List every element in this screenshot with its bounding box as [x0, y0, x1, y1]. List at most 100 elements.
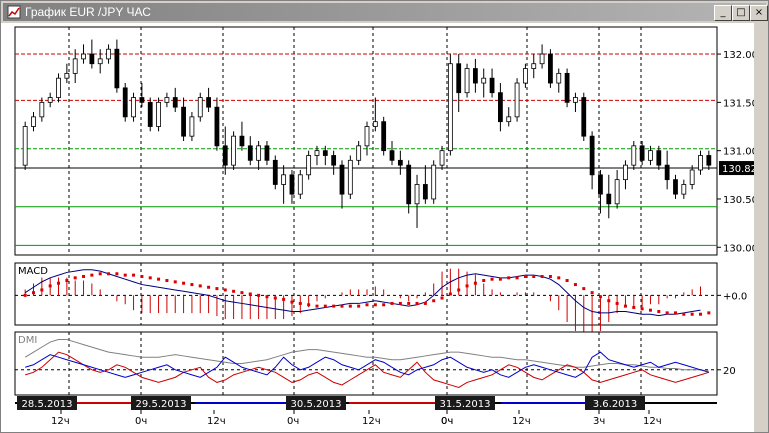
candle-body[interactable] [606, 193, 612, 205]
candle-body[interactable] [489, 77, 495, 94]
macd-signal-dot [57, 281, 61, 285]
candle-body[interactable] [406, 164, 412, 205]
candle-body[interactable] [689, 169, 695, 185]
dmi-panel[interactable]: 20 DMI [14, 331, 736, 396]
candle-body[interactable] [39, 101, 45, 118]
candle-body[interactable] [414, 184, 420, 205]
candle-body[interactable] [598, 174, 603, 195]
candle-body[interactable] [264, 145, 270, 161]
candle-body[interactable] [189, 116, 195, 137]
candle-body[interactable] [614, 179, 620, 205]
candle-body[interactable] [523, 68, 528, 84]
candle-body[interactable] [623, 164, 628, 181]
macd-signal-dot [48, 284, 52, 288]
candle-body[interactable] [347, 159, 353, 195]
candle-body[interactable] [81, 53, 86, 60]
candle-body[interactable] [22, 126, 28, 166]
candle-body[interactable] [556, 72, 562, 84]
macd-signal-dot [640, 307, 644, 311]
candle-body[interactable] [539, 53, 545, 65]
candle-body[interactable] [114, 48, 120, 89]
candle-body[interactable] [89, 53, 95, 65]
candle-body[interactable] [656, 150, 662, 166]
candle-body[interactable] [673, 179, 678, 195]
candle-body[interactable] [239, 135, 245, 147]
candle-body[interactable] [573, 97, 578, 103]
candle-body[interactable] [47, 97, 53, 103]
candle-body[interactable] [64, 72, 70, 79]
candle-body[interactable] [172, 97, 178, 108]
price-panel[interactable]: 132.00 131.50 131.00 130.50 130.00 130.82 [14, 26, 758, 256]
candle-body[interactable] [372, 121, 378, 127]
candle-body[interactable] [256, 145, 262, 161]
candle-body[interactable] [197, 97, 203, 118]
candle-body[interactable] [289, 174, 295, 195]
candle-body[interactable] [106, 48, 111, 60]
candle-body[interactable] [681, 184, 687, 195]
candle-body[interactable] [314, 150, 320, 156]
candle-body[interactable] [456, 63, 462, 94]
hour-label: 12ч [362, 416, 381, 427]
minimize-button[interactable]: _ [714, 5, 732, 21]
macd-panel[interactable]: +0.0 MACD [14, 262, 747, 337]
candle-body[interactable] [356, 145, 362, 161]
hour-label: 0ч [135, 416, 147, 427]
candle-body[interactable] [581, 97, 587, 137]
candle-body[interactable] [97, 58, 103, 65]
hour-label: 0ч [441, 416, 453, 427]
title-bar[interactable]: График EUR /JPY ЧАС _ □ × [3, 3, 768, 21]
candle-body[interactable] [156, 101, 161, 127]
maximize-button[interactable]: □ [732, 5, 750, 21]
vertical-scrollbar[interactable] [754, 23, 768, 432]
candle-body[interactable] [122, 87, 128, 118]
candle-body[interactable] [648, 150, 653, 161]
candle-body[interactable] [381, 121, 387, 152]
candle-body[interactable] [214, 106, 220, 147]
candle-body[interactable] [231, 135, 237, 166]
candle-body[interactable] [506, 116, 512, 123]
candle-body[interactable] [147, 101, 153, 127]
candle-body[interactable] [664, 164, 670, 181]
candle-body[interactable] [306, 155, 312, 176]
candle-body[interactable] [706, 155, 712, 166]
candle-body[interactable] [431, 164, 437, 200]
candle-body[interactable] [206, 97, 211, 108]
candle-body[interactable] [589, 135, 595, 176]
candle-body[interactable] [439, 150, 445, 166]
candle-body[interactable] [139, 97, 145, 103]
close-button[interactable]: × [750, 5, 768, 21]
candle-body[interactable] [639, 145, 645, 161]
candle-body[interactable] [331, 155, 337, 166]
candle-body[interactable] [564, 72, 570, 103]
candle-body[interactable] [272, 159, 278, 185]
candle-body[interactable] [422, 184, 428, 200]
candle-body[interactable] [222, 145, 228, 166]
candle-body[interactable] [339, 164, 345, 195]
candle-body[interactable] [481, 77, 487, 84]
candle-body[interactable] [447, 63, 453, 152]
candle-body[interactable] [164, 97, 170, 103]
candle-body[interactable] [548, 53, 553, 84]
macd-signal-dot [132, 273, 136, 277]
candle-body[interactable] [364, 126, 370, 147]
candle-body[interactable] [31, 116, 36, 127]
candle-body[interactable] [389, 150, 395, 161]
candle-body[interactable] [72, 58, 78, 74]
candle-body[interactable] [322, 150, 328, 156]
candle-body[interactable] [464, 68, 470, 94]
candle-body[interactable] [698, 155, 703, 171]
candle-body[interactable] [472, 68, 478, 84]
candle-body[interactable] [497, 92, 503, 123]
candle-body[interactable] [514, 82, 520, 118]
candle-body[interactable] [131, 97, 136, 118]
candle-body[interactable] [181, 106, 186, 137]
macd-signal-dot [382, 303, 386, 307]
candle-body[interactable] [631, 145, 637, 166]
candle-body[interactable] [56, 77, 61, 98]
candle-body[interactable] [297, 174, 303, 195]
candle-body[interactable] [247, 145, 253, 161]
candle-body[interactable] [281, 174, 287, 185]
macd-signal-dot [440, 296, 444, 300]
candle-body[interactable] [397, 159, 403, 166]
candle-body[interactable] [531, 63, 537, 69]
